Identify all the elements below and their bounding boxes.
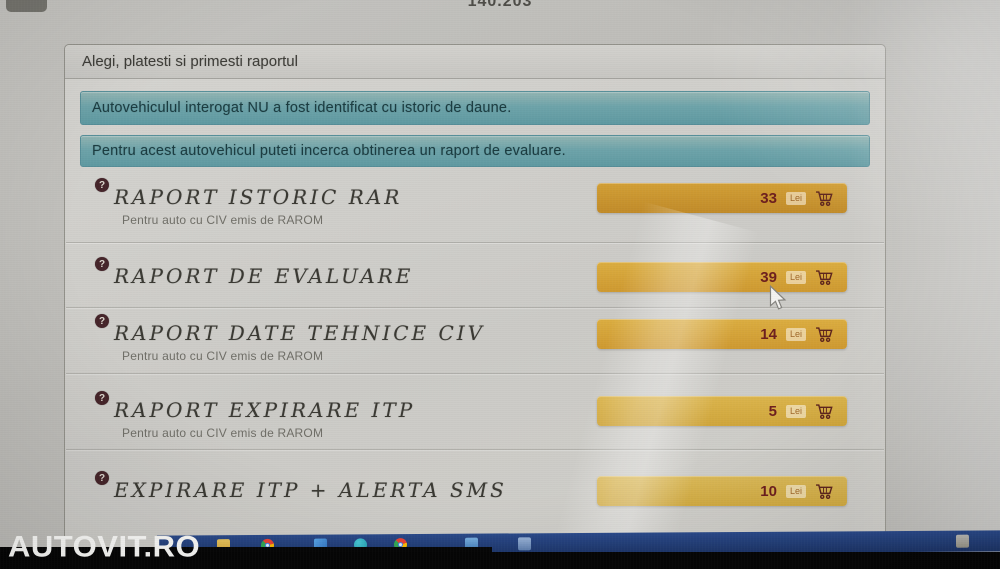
- report-title: RAPORT EXPIRARE ITP: [114, 398, 416, 422]
- cart-icon: [815, 326, 834, 343]
- help-icon[interactable]: ?: [95, 314, 109, 328]
- report-title: EXPIRARE ITP + ALERTA SMS: [114, 478, 507, 502]
- help-icon[interactable]: ?: [95, 391, 109, 405]
- currency-badge: Lei: [785, 270, 806, 284]
- report-row: ? RAPORT DE EVALUARE 39 Lei: [95, 257, 847, 292]
- help-icon[interactable]: ?: [95, 471, 109, 485]
- report-title: RAPORT DE EVALUARE: [114, 264, 414, 288]
- buy-button[interactable]: 33 Lei: [597, 183, 847, 213]
- report-text: EXPIRARE ITP + ALERTA SMS: [114, 471, 507, 502]
- status-banner-no-damage: Autovehiculul interogat NU a fost identi…: [80, 91, 870, 125]
- report-text: RAPORT ISTORIC RAR Pentru auto cu CIV em…: [114, 178, 402, 227]
- report-panel: Alegi, platesti si primesti raportul Aut…: [64, 44, 886, 569]
- partial-counter-text: 140.203: [467, 0, 533, 10]
- buy-button[interactable]: 39 Lei: [597, 262, 847, 292]
- report-subtitle: Pentru auto cu CIV emis de RAROM: [122, 213, 324, 227]
- cart-icon: [815, 190, 834, 207]
- price-value: 5: [768, 402, 777, 420]
- report-subtitle: Pentru auto cu CIV emis de RAROM: [122, 349, 324, 363]
- help-icon[interactable]: ?: [95, 178, 109, 192]
- cart-icon: [815, 403, 834, 420]
- report-row: ? RAPORT ISTORIC RAR Pentru auto cu CIV …: [95, 178, 847, 227]
- price-value: 14: [760, 325, 777, 343]
- report-row: ? RAPORT EXPIRARE ITP Pentru auto cu CIV…: [95, 391, 847, 440]
- report-row: ? EXPIRARE ITP + ALERTA SMS 10 Lei: [95, 471, 847, 506]
- partial-counter: 140.203: [0, 0, 1000, 11]
- price-value: 33: [760, 189, 777, 207]
- currency-badge: Lei: [785, 484, 806, 498]
- price-value: 39: [760, 268, 777, 286]
- report-title: RAPORT DATE TEHNICE CIV: [114, 321, 486, 345]
- report-row: ? RAPORT DATE TEHNICE CIV Pentru auto cu…: [95, 314, 847, 363]
- status-banner-evaluation: Pentru acest autovehicul puteti incerca …: [80, 135, 870, 167]
- row-divider: [66, 373, 884, 374]
- letterbox-bar: [0, 552, 1000, 569]
- panel-title: Alegi, platesti si primesti raportul: [65, 45, 885, 79]
- report-text: RAPORT EXPIRARE ITP Pentru auto cu CIV e…: [114, 391, 415, 440]
- buy-button[interactable]: 5 Lei: [597, 396, 847, 426]
- report-text: RAPORT DATE TEHNICE CIV Pentru auto cu C…: [114, 314, 485, 363]
- autovit-watermark: AUTOVIT.RO: [8, 529, 201, 564]
- report-text: RAPORT DE EVALUARE: [114, 257, 413, 288]
- report-title: RAPORT ISTORIC RAR: [114, 185, 403, 209]
- currency-badge: Lei: [785, 191, 806, 205]
- price-value: 10: [760, 482, 777, 500]
- buy-button[interactable]: 10 Lei: [597, 476, 847, 506]
- buy-button[interactable]: 14 Lei: [597, 319, 847, 349]
- row-divider: [66, 242, 884, 243]
- browser-tab-fragment: [6, 0, 47, 12]
- cart-icon: [815, 269, 834, 286]
- help-icon[interactable]: ?: [95, 257, 109, 271]
- row-divider: [66, 449, 884, 450]
- currency-badge: Lei: [785, 404, 806, 418]
- cart-icon: [815, 483, 834, 500]
- row-divider: [66, 307, 884, 308]
- report-subtitle: Pentru auto cu CIV emis de RAROM: [122, 426, 324, 440]
- currency-badge: Lei: [785, 327, 806, 341]
- app-icon[interactable]: [517, 537, 532, 551]
- app-icon[interactable]: [955, 534, 970, 548]
